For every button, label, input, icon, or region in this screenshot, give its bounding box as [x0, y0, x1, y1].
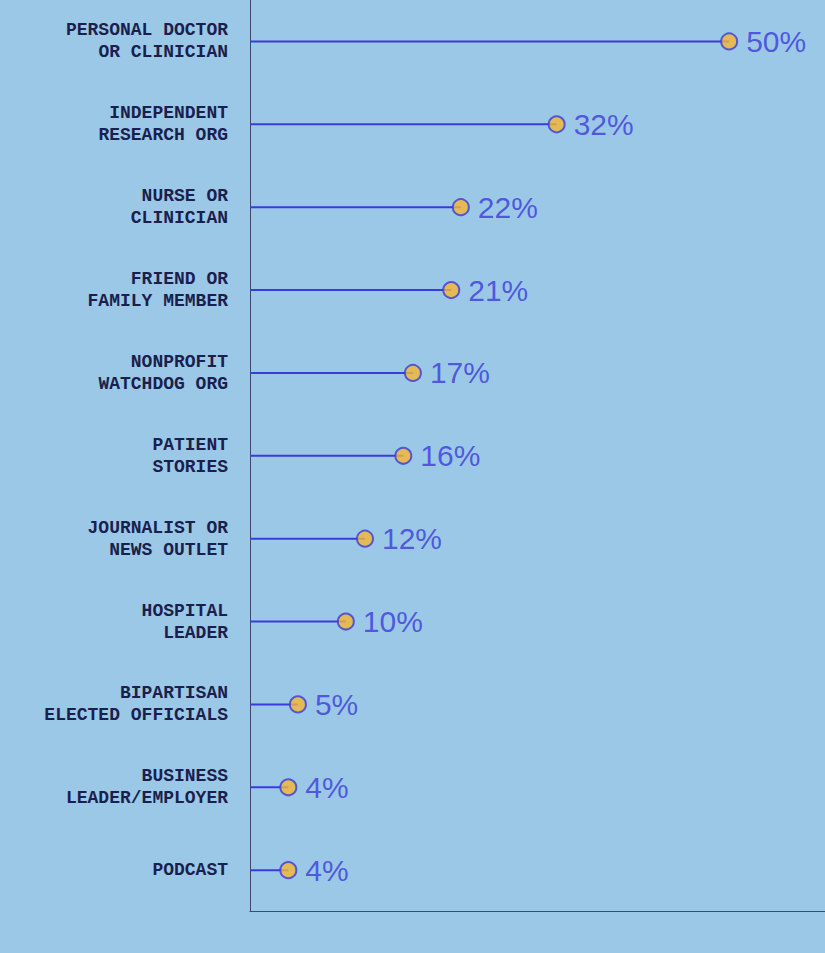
svg-text:LEADER/EMPLOYER: LEADER/EMPLOYER — [66, 788, 228, 808]
svg-text:50%: 50% — [746, 25, 806, 58]
svg-text:HOSPITAL: HOSPITAL — [142, 601, 228, 621]
svg-text:ELECTED OFFICIALS: ELECTED OFFICIALS — [44, 705, 228, 725]
svg-text:21%: 21% — [468, 274, 528, 307]
svg-text:32%: 32% — [574, 108, 634, 141]
svg-text:NONPROFIT: NONPROFIT — [131, 352, 228, 372]
svg-text:JOURNALIST OR: JOURNALIST OR — [88, 518, 229, 538]
svg-text:BUSINESS: BUSINESS — [142, 766, 229, 786]
svg-text:PERSONAL DOCTOR: PERSONAL DOCTOR — [66, 20, 228, 40]
svg-text:FAMILY MEMBER: FAMILY MEMBER — [88, 291, 229, 311]
svg-text:CLINICIAN: CLINICIAN — [131, 208, 228, 228]
svg-text:NEWS OUTLET: NEWS OUTLET — [109, 540, 228, 560]
svg-text:5%: 5% — [315, 688, 358, 721]
svg-text:17%: 17% — [430, 356, 490, 389]
svg-text:PODCAST: PODCAST — [152, 860, 228, 880]
svg-text:NURSE OR: NURSE OR — [142, 186, 229, 206]
svg-text:STORIES: STORIES — [152, 457, 228, 477]
svg-text:4%: 4% — [305, 854, 348, 887]
svg-text:16%: 16% — [420, 439, 480, 472]
svg-text:12%: 12% — [382, 522, 442, 555]
svg-text:OR CLINICIAN: OR CLINICIAN — [98, 42, 228, 62]
svg-text:FRIEND OR: FRIEND OR — [131, 269, 228, 289]
svg-text:RESEARCH ORG: RESEARCH ORG — [98, 125, 228, 145]
svg-text:4%: 4% — [305, 771, 348, 804]
svg-text:WATCHDOG ORG: WATCHDOG ORG — [98, 374, 228, 394]
svg-text:10%: 10% — [363, 605, 423, 638]
svg-text:LEADER: LEADER — [163, 623, 228, 643]
svg-text:BIPARTISAN: BIPARTISAN — [120, 683, 228, 703]
svg-text:PATIENT: PATIENT — [152, 435, 228, 455]
svg-text:INDEPENDENT: INDEPENDENT — [109, 103, 228, 123]
svg-text:22%: 22% — [478, 191, 538, 224]
